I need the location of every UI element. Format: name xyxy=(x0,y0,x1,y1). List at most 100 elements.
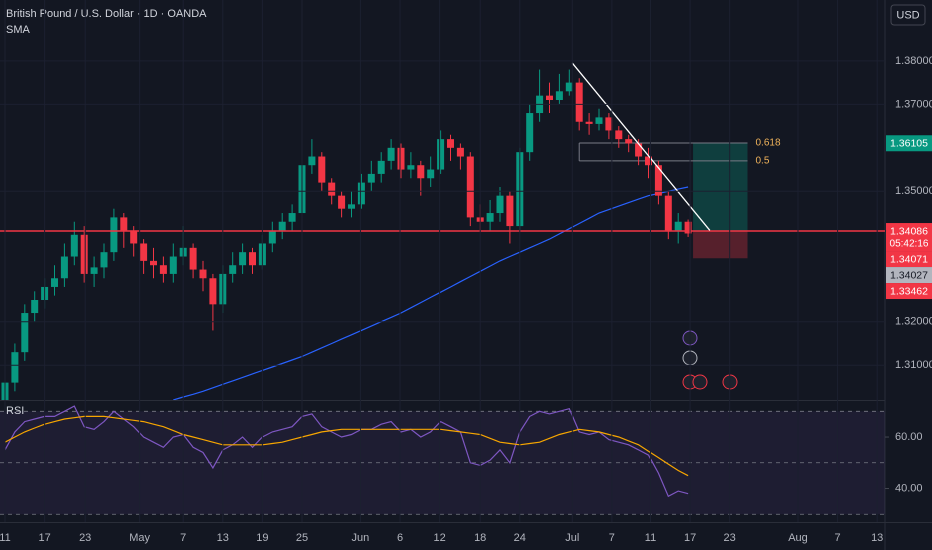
candle-body xyxy=(357,182,365,205)
x-tick-label: Jun xyxy=(352,532,370,544)
candle-body xyxy=(318,156,326,183)
y-tick-label: 1.37000 xyxy=(895,98,932,110)
fib-label: 0.618 xyxy=(756,138,781,149)
candle-body xyxy=(387,147,395,161)
candle-body xyxy=(21,313,29,353)
candle-body xyxy=(654,165,662,196)
candle-body xyxy=(377,160,385,174)
y-tick-label: 1.38000 xyxy=(895,55,932,67)
x-tick-label: 18 xyxy=(474,532,486,544)
x-tick-label: 17 xyxy=(38,532,50,544)
x-tick-label: 13 xyxy=(217,532,229,544)
candle-body xyxy=(397,147,405,170)
candle-body xyxy=(268,230,276,244)
trend-line xyxy=(571,62,711,231)
y-tick-label: 60.00 xyxy=(895,431,923,443)
price-tag xyxy=(886,223,932,252)
x-tick-label: Jul xyxy=(565,532,579,544)
candle-body xyxy=(308,156,316,166)
x-tick-label: 17 xyxy=(684,532,696,544)
candle-body xyxy=(288,213,296,222)
candle-body xyxy=(526,113,534,153)
candle-body xyxy=(348,204,355,209)
price-tag-label: 1.34086 xyxy=(890,225,928,237)
candle-body xyxy=(664,195,672,231)
candle-body xyxy=(31,300,39,314)
price-tag xyxy=(886,283,932,300)
indicator-label: SMA xyxy=(6,24,31,36)
line xyxy=(173,186,689,400)
candle-body xyxy=(239,252,247,266)
candle-body xyxy=(328,182,336,196)
price-tag-label: 1.34027 xyxy=(890,269,928,281)
price-tag-label: 1.34071 xyxy=(890,253,928,265)
candle-body xyxy=(684,221,692,234)
y-tick-label: 1.31000 xyxy=(895,359,932,371)
candle-body xyxy=(546,95,553,100)
candle-body xyxy=(674,221,682,231)
price-tag xyxy=(886,135,932,152)
rsi-pane xyxy=(0,405,885,515)
candle-body xyxy=(595,117,603,124)
candle-body xyxy=(338,195,346,209)
candle-body xyxy=(367,173,375,183)
candle-body xyxy=(60,256,68,279)
candle-body xyxy=(585,121,593,124)
x-tick-label: 23 xyxy=(79,532,91,544)
candle-body xyxy=(11,352,19,383)
candle-body xyxy=(437,139,445,170)
y-tick-label: 40.00 xyxy=(895,482,923,494)
x-tick-label: 13 xyxy=(871,532,883,544)
x-tick-label: 25 xyxy=(296,532,308,544)
candle-body xyxy=(80,234,88,274)
candle-body xyxy=(229,265,237,274)
candle-body xyxy=(555,91,563,100)
x-tick-label: 11 xyxy=(645,532,656,544)
candle-body xyxy=(625,139,633,144)
candle-body xyxy=(90,267,98,274)
x-tick-label: 7 xyxy=(180,532,186,544)
price-tag xyxy=(886,267,932,284)
candle-body xyxy=(209,278,217,305)
currency-label[interactable]: USD xyxy=(896,9,919,21)
candle-body xyxy=(140,243,148,261)
x-tick-label: 11 xyxy=(0,532,11,544)
candle-body xyxy=(169,256,177,274)
candle-body xyxy=(575,82,583,122)
x-tick-label: 6 xyxy=(397,532,403,544)
candle-body xyxy=(199,269,207,279)
candle-body xyxy=(120,217,128,231)
candle-body xyxy=(605,117,613,131)
candle-body xyxy=(417,165,425,179)
y-tick-label: 1.32000 xyxy=(895,316,932,328)
currency-button[interactable] xyxy=(890,4,926,26)
countdown-label: 05:42:16 xyxy=(890,239,929,250)
y-tick-label: 1.35000 xyxy=(895,185,932,197)
candle-body xyxy=(635,143,643,157)
candle-body xyxy=(506,195,514,227)
candle-body xyxy=(615,130,623,140)
candle-body xyxy=(70,234,78,257)
x-tick-label: 12 xyxy=(433,532,445,544)
candle-body xyxy=(456,147,464,157)
candle-body xyxy=(427,169,435,179)
x-tick-label: 19 xyxy=(256,532,268,544)
candle-body xyxy=(130,230,138,244)
price-tag-label: 1.36105 xyxy=(890,138,928,150)
x-tick-label: Aug xyxy=(788,532,808,544)
x-tick-label: 24 xyxy=(514,532,526,544)
line xyxy=(4,405,689,498)
candle-body xyxy=(189,247,197,270)
x-tick-label: May xyxy=(129,532,150,544)
candle-body xyxy=(249,252,256,266)
candle-body xyxy=(278,221,286,231)
candle-body xyxy=(466,156,474,218)
target-zone xyxy=(693,143,748,231)
candle-body xyxy=(51,278,58,287)
candle-body xyxy=(150,260,157,266)
candle-body xyxy=(496,195,504,214)
event-icon[interactable] xyxy=(692,374,708,390)
